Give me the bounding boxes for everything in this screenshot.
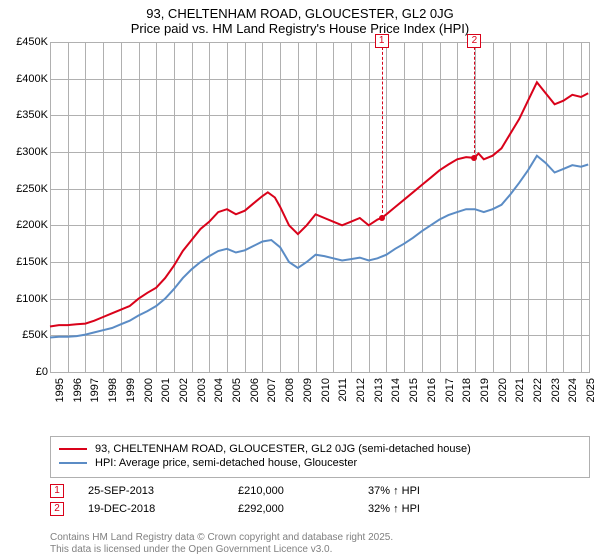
x-tick-label: 2007 [266, 378, 278, 402]
chart: £0 £50K £100K £150K £200K £250K £300K £350K £400… [0, 42, 600, 402]
sale-price: £292,000 [238, 503, 368, 515]
x-tick-label: 2003 [196, 378, 208, 402]
legend-swatch [59, 448, 87, 450]
x-tick-label: 2013 [373, 378, 385, 402]
legend-item: HPI: Average price, semi-detached house,… [59, 457, 581, 469]
sale-date: 25-SEP-2013 [88, 485, 238, 497]
sale-marker: 2 [50, 502, 64, 516]
footer-line2: This data is licensed under the Open Gov… [50, 544, 393, 556]
x-tick-label: 1996 [72, 378, 84, 402]
y-tick-label: £350K [0, 109, 48, 121]
x-tick-label: 2004 [213, 378, 225, 402]
x-tick-label: 2010 [320, 378, 332, 402]
x-tick-label: 2018 [461, 378, 473, 402]
x-tick-label: 2006 [249, 378, 261, 402]
y-tick-label: £0 [0, 366, 48, 378]
sale-date: 19-DEC-2018 [88, 503, 238, 515]
x-tick-label: 2017 [444, 378, 456, 402]
x-tick-label: 2008 [284, 378, 296, 402]
x-tick-label: 2002 [178, 378, 190, 402]
legend: 93, CHELTENHAM ROAD, GLOUCESTER, GL2 0JG… [50, 436, 590, 478]
sale-price: £210,000 [238, 485, 368, 497]
x-tick-label: 1999 [125, 378, 137, 402]
y-tick-label: £450K [0, 36, 48, 48]
chart-title: 93, CHELTENHAM ROAD, GLOUCESTER, GL2 0JG [0, 0, 600, 21]
x-tick-label: 2024 [567, 378, 579, 402]
y-tick-label: £300K [0, 146, 48, 158]
x-tick-label: 2011 [337, 378, 349, 402]
x-tick-label: 1995 [54, 378, 66, 402]
y-tick-label: £100K [0, 293, 48, 305]
legend-item: 93, CHELTENHAM ROAD, GLOUCESTER, GL2 0JG… [59, 443, 581, 455]
sale-marker: 1 [50, 484, 64, 498]
marker-2: 2 [467, 34, 481, 48]
y-tick-label: £200K [0, 219, 48, 231]
x-tick-label: 2016 [426, 378, 438, 402]
x-tick-label: 2000 [143, 378, 155, 402]
series-price_paid [50, 82, 588, 326]
y-tick-label: £250K [0, 183, 48, 195]
legend-label: HPI: Average price, semi-detached house,… [95, 457, 357, 469]
chart-lines [50, 42, 590, 372]
x-tick-label: 2019 [479, 378, 491, 402]
x-tick-label: 2005 [231, 378, 243, 402]
x-tick-label: 2022 [532, 378, 544, 402]
sales-table: 1 25-SEP-2013£210,00037% ↑ HPI 2 19-DEC-201… [50, 482, 590, 518]
x-tick-label: 2025 [585, 378, 597, 402]
x-tick-label: 1997 [89, 378, 101, 402]
marker-1: 1 [375, 34, 389, 48]
x-tick-label: 2021 [514, 378, 526, 402]
y-tick-label: £400K [0, 73, 48, 85]
x-tick-label: 2020 [497, 378, 509, 402]
sale-row: 2 19-DEC-2018£292,00032% ↑ HPI [50, 500, 590, 518]
x-tick-label: 2015 [408, 378, 420, 402]
series-hpi [50, 156, 588, 338]
x-tick-label: 1998 [107, 378, 119, 402]
chart-subtitle: Price paid vs. HM Land Registry's House … [0, 21, 600, 40]
x-tick-label: 2012 [355, 378, 367, 402]
x-tick-label: 2001 [160, 378, 172, 402]
sale-row: 1 25-SEP-2013£210,00037% ↑ HPI [50, 482, 590, 500]
x-tick-label: 2009 [302, 378, 314, 402]
sale-pct: 32% ↑ HPI [368, 503, 488, 515]
sale-pct: 37% ↑ HPI [368, 485, 488, 497]
legend-label: 93, CHELTENHAM ROAD, GLOUCESTER, GL2 0JG… [95, 443, 471, 455]
x-tick-label: 2014 [390, 378, 402, 402]
y-tick-label: £50K [0, 329, 48, 341]
y-tick-label: £150K [0, 256, 48, 268]
x-tick-label: 2023 [550, 378, 562, 402]
footer-line1: Contains HM Land Registry data © Crown c… [50, 532, 393, 544]
legend-swatch [59, 462, 87, 464]
footer: Contains HM Land Registry data © Crown c… [50, 532, 393, 556]
